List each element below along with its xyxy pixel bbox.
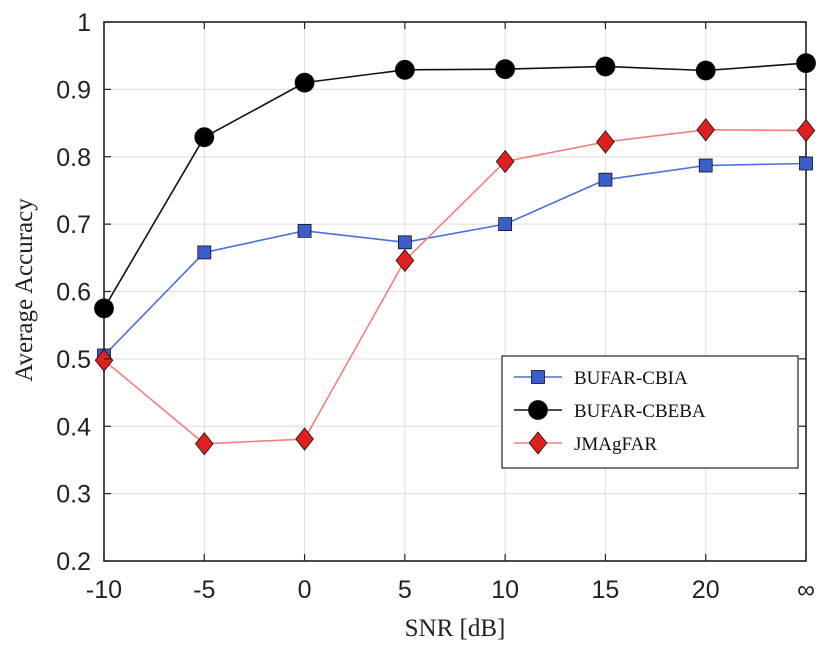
y-tick-label: 0.3 bbox=[56, 481, 91, 509]
jmagfar-point bbox=[395, 248, 415, 273]
bufar-cbeba-point bbox=[394, 59, 415, 80]
y-tick-label: 0.5 bbox=[56, 346, 91, 374]
jmagfar-line bbox=[103, 128, 807, 445]
legend-label-jmagfar: JMAgFAR bbox=[574, 434, 657, 455]
bufar-cbeba-line bbox=[103, 62, 807, 309]
jmagfar-point bbox=[295, 427, 314, 451]
bufar-cbeba-point bbox=[796, 53, 816, 73]
x-tick-label: 5 bbox=[398, 576, 412, 604]
bufar-cbeba-point bbox=[495, 59, 516, 80]
bufar-cbia-point bbox=[698, 158, 713, 173]
x-tick-label: 20 bbox=[692, 576, 720, 604]
x-tick-label: 10 bbox=[491, 576, 519, 604]
bufar-cbia-point bbox=[297, 223, 312, 238]
x-tick-labels: -10 -5 0 5 10 15 20 ∞ bbox=[86, 22, 815, 604]
x-tick-label: -5 bbox=[193, 576, 215, 604]
legend-marker-bufar-cbia bbox=[531, 370, 545, 384]
series-group bbox=[94, 53, 816, 456]
x-tick-label: -10 bbox=[86, 576, 122, 604]
jmagfar-point bbox=[495, 149, 515, 174]
bufar-cbia-point bbox=[197, 245, 212, 260]
bufar-cbia-line bbox=[103, 162, 807, 357]
legend-label-bufar-cbeba: BUFAR-CBEBA bbox=[574, 401, 706, 422]
y-tick-label: 0.2 bbox=[56, 548, 91, 576]
x-axis-title: SNR [dB] bbox=[405, 615, 506, 642]
x-tick-label: 15 bbox=[592, 576, 620, 604]
y-tick-label: 0.8 bbox=[56, 144, 91, 172]
legend-box bbox=[501, 355, 799, 469]
y-axis-title: Average Accuracy bbox=[11, 198, 38, 382]
legend-marker-bufar-cbeba bbox=[528, 400, 548, 420]
y-tick-label: 0.6 bbox=[56, 279, 91, 307]
legend-marker-jmagfar bbox=[528, 431, 548, 455]
x-tick-label: ∞ bbox=[797, 576, 815, 604]
jmagfar-point bbox=[94, 348, 114, 372]
legend: BUFAR-CBIA BUFAR-CBEBA JMAgFAR bbox=[501, 355, 799, 469]
y-tick-label: 0.4 bbox=[56, 413, 91, 441]
bufar-cbeba-point bbox=[294, 72, 315, 93]
bufar-cbeba-point bbox=[94, 298, 114, 319]
bufar-cbeba-point bbox=[595, 56, 616, 77]
bufar-cbia-point bbox=[397, 235, 412, 250]
x-tick-label: 0 bbox=[298, 576, 312, 604]
y-tick-labels: 0.2 0.3 0.4 0.5 0.6 0.7 0.8 0.9 1 bbox=[56, 9, 806, 576]
bufar-cbia-point bbox=[598, 172, 613, 187]
legend-label-bufar-cbia: BUFAR-CBIA bbox=[574, 368, 688, 389]
bufar-cbia-point bbox=[799, 156, 813, 171]
bufar-cbeba-point bbox=[695, 60, 716, 81]
bufar-cbia-point bbox=[498, 217, 513, 232]
jmagfar-point bbox=[796, 118, 816, 143]
jmagfar-point bbox=[194, 432, 214, 456]
y-tick-label: 1 bbox=[77, 9, 91, 37]
bufar-cbeba-point bbox=[194, 127, 215, 148]
grid bbox=[104, 22, 806, 561]
jmagfar-point bbox=[696, 118, 716, 142]
jmagfar-point bbox=[596, 130, 615, 154]
y-tick-label: 0.7 bbox=[56, 211, 91, 239]
y-tick-label: 0.9 bbox=[56, 76, 91, 104]
